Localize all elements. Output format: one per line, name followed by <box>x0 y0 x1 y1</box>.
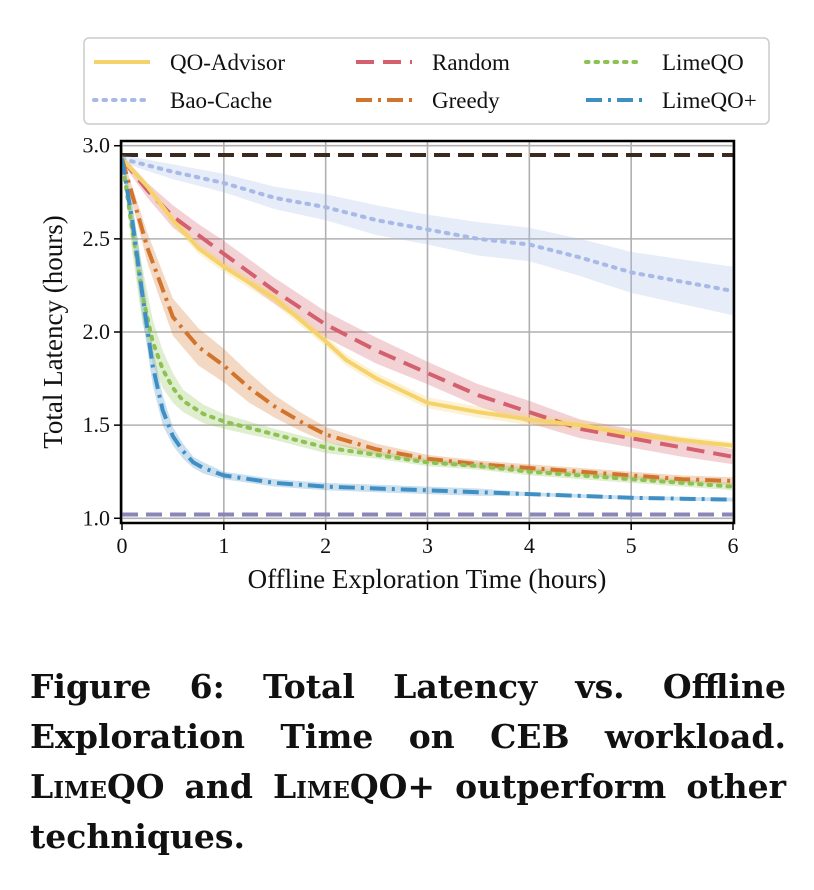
confidence-bands <box>122 155 733 502</box>
series-line-limeqo- <box>122 158 733 502</box>
x-tick-label: 6 <box>728 533 739 558</box>
latency-chart: 0 1 2 3 4 5 6 1.0 1.5 2.0 2.5 3.0 Offline Explorati… <box>38 37 770 594</box>
x-tick-label: 0 <box>117 533 128 558</box>
x-tick-label: 5 <box>626 533 637 558</box>
x-tick-label: 3 <box>422 533 433 558</box>
caption-suffix: outperform other techniques. <box>30 767 786 856</box>
y-tick-label: 1.5 <box>83 412 111 437</box>
y-tick-label: 2.5 <box>83 226 111 251</box>
legend-label: LimeQO+ <box>662 88 757 113</box>
x-axis-title: Offline Exploration Time (hours) <box>248 564 607 594</box>
band-greedy <box>122 155 733 485</box>
caption-name-limeqo-plus: LimeQO+ <box>272 767 436 806</box>
series-line-random <box>122 157 733 459</box>
y-tick-label: 1.0 <box>83 505 111 530</box>
legend-label: QO-Advisor <box>170 50 285 75</box>
legend-label: Greedy <box>432 88 500 113</box>
series-line-limeqo <box>122 156 733 489</box>
reference-lines <box>122 153 733 517</box>
series-lines <box>122 156 733 502</box>
x-tick-label: 2 <box>320 533 331 558</box>
series-line-qo-advisor <box>122 157 733 448</box>
series-line-greedy <box>122 158 733 483</box>
caption-name-limeqo: LimeQO <box>30 767 165 806</box>
y-axis-title: Total Latency (hours) <box>38 215 68 449</box>
x-tick-label: 4 <box>524 533 535 558</box>
legend-label: LimeQO <box>662 50 744 75</box>
y-tick-label: 2.0 <box>83 319 111 344</box>
caption-middle: and <box>164 767 273 806</box>
x-tick-label: 1 <box>218 533 229 558</box>
axis-ticks: 0 1 2 3 4 5 6 1.0 1.5 2.0 2.5 3.0 <box>83 133 739 558</box>
series-line-bao-cache <box>122 156 733 293</box>
legend: QO-Advisor Random LimeQO Bao-Cache Greedy Lim… <box>83 37 770 125</box>
legend-frame <box>83 37 770 125</box>
legend-label: Random <box>432 50 510 75</box>
band-bao-cache <box>122 155 733 316</box>
figure-caption: Figure 6: Total Latency vs. Offline Expl… <box>30 662 786 862</box>
caption-prefix: Figure 6: Total Latency vs. Offline Expl… <box>30 667 786 756</box>
y-tick-label: 3.0 <box>83 133 111 158</box>
legend-label: Bao-Cache <box>170 88 272 113</box>
